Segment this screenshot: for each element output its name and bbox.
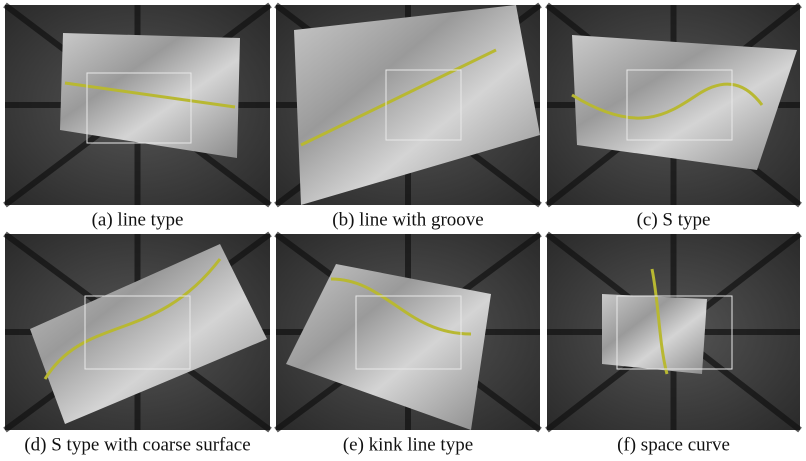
caption: (d) S type with coarse surface bbox=[24, 434, 250, 455]
caption: (b) line with groove bbox=[332, 209, 483, 230]
panel bbox=[276, 234, 540, 430]
panel bbox=[547, 5, 800, 205]
caption: (f) space curve bbox=[617, 434, 730, 455]
panel bbox=[547, 234, 800, 430]
caption: (c) S type bbox=[637, 209, 711, 230]
metal-plate bbox=[602, 294, 707, 374]
figure: (a) line type (b) line with groove (c) S t… bbox=[0, 0, 806, 461]
panel bbox=[276, 5, 540, 205]
caption: (a) line type bbox=[92, 209, 184, 230]
panel bbox=[5, 5, 270, 205]
panel bbox=[5, 234, 270, 430]
caption: (e) kink line type bbox=[343, 434, 473, 455]
